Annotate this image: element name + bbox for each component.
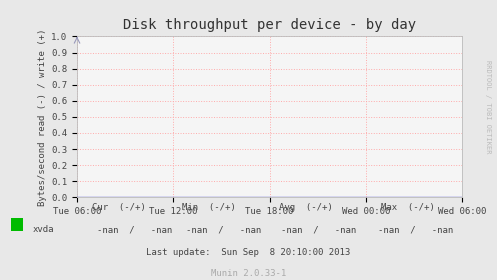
Text: -nan  /   -nan: -nan / -nan [378, 225, 453, 234]
Text: -nan  /   -nan: -nan / -nan [97, 225, 172, 234]
Text: -nan  /   -nan: -nan / -nan [186, 225, 261, 234]
Text: Last update:  Sun Sep  8 20:10:00 2013: Last update: Sun Sep 8 20:10:00 2013 [147, 248, 350, 257]
Text: xvda: xvda [32, 225, 54, 234]
Text: Munin 2.0.33-1: Munin 2.0.33-1 [211, 269, 286, 278]
Text: RRDTOOL / TOBI OETIKER: RRDTOOL / TOBI OETIKER [485, 60, 491, 153]
Text: -nan  /   -nan: -nan / -nan [281, 225, 356, 234]
Text: Cur  (-/+): Cur (-/+) [92, 203, 146, 212]
Text: Avg  (-/+): Avg (-/+) [279, 203, 332, 212]
Text: Max  (-/+): Max (-/+) [381, 203, 434, 212]
Title: Disk throughput per device - by day: Disk throughput per device - by day [123, 18, 416, 32]
Text: Min  (-/+): Min (-/+) [182, 203, 236, 212]
Y-axis label: Bytes/second read (-) / write (+): Bytes/second read (-) / write (+) [38, 28, 47, 206]
